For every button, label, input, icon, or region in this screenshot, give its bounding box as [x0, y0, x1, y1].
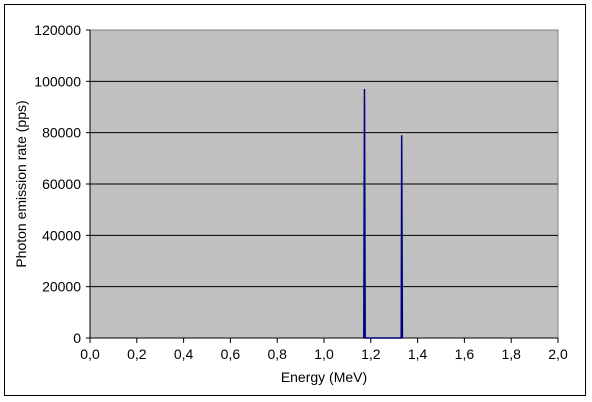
x-tick-labels: 0,0 0,2 0,4 0,6 0,8 1,0 1,2 1,4 1,6 1,8 2,0: [80, 346, 568, 362]
x-tick-label: 1,4: [408, 346, 428, 362]
x-tick-label: 0,2: [127, 346, 147, 362]
x-tick-label: 0,4: [174, 346, 194, 362]
y-tick-label: 80000: [42, 125, 81, 141]
x-tick-label: 0,6: [221, 346, 241, 362]
y-tick-label: 120000: [34, 22, 81, 38]
y-tick-label: 40000: [42, 227, 81, 243]
y-tick-labels: 0 20000 40000 60000 80000 100000 120000: [34, 22, 81, 346]
y-tick-label: 0: [73, 330, 81, 346]
y-tick-label: 20000: [42, 279, 81, 295]
y-tick-label: 60000: [42, 176, 81, 192]
x-tick-label: 1,0: [314, 346, 334, 362]
x-axis-title: Energy (MeV): [281, 369, 367, 385]
x-tick-label: 0,0: [80, 346, 100, 362]
x-tick-label: 1,8: [501, 346, 521, 362]
x-tick-label: 1,2: [361, 346, 381, 362]
x-tick-label: 1,6: [455, 346, 475, 362]
series-layer: [363, 89, 404, 339]
x-tick-label: 0,8: [267, 346, 287, 362]
series-line: [363, 89, 404, 339]
x-tick-label: 2,0: [548, 346, 568, 362]
gridlines: [86, 29, 559, 343]
y-axis-title: Photon emission rate (pps): [13, 100, 29, 267]
y-tick-label: 100000: [34, 73, 81, 89]
